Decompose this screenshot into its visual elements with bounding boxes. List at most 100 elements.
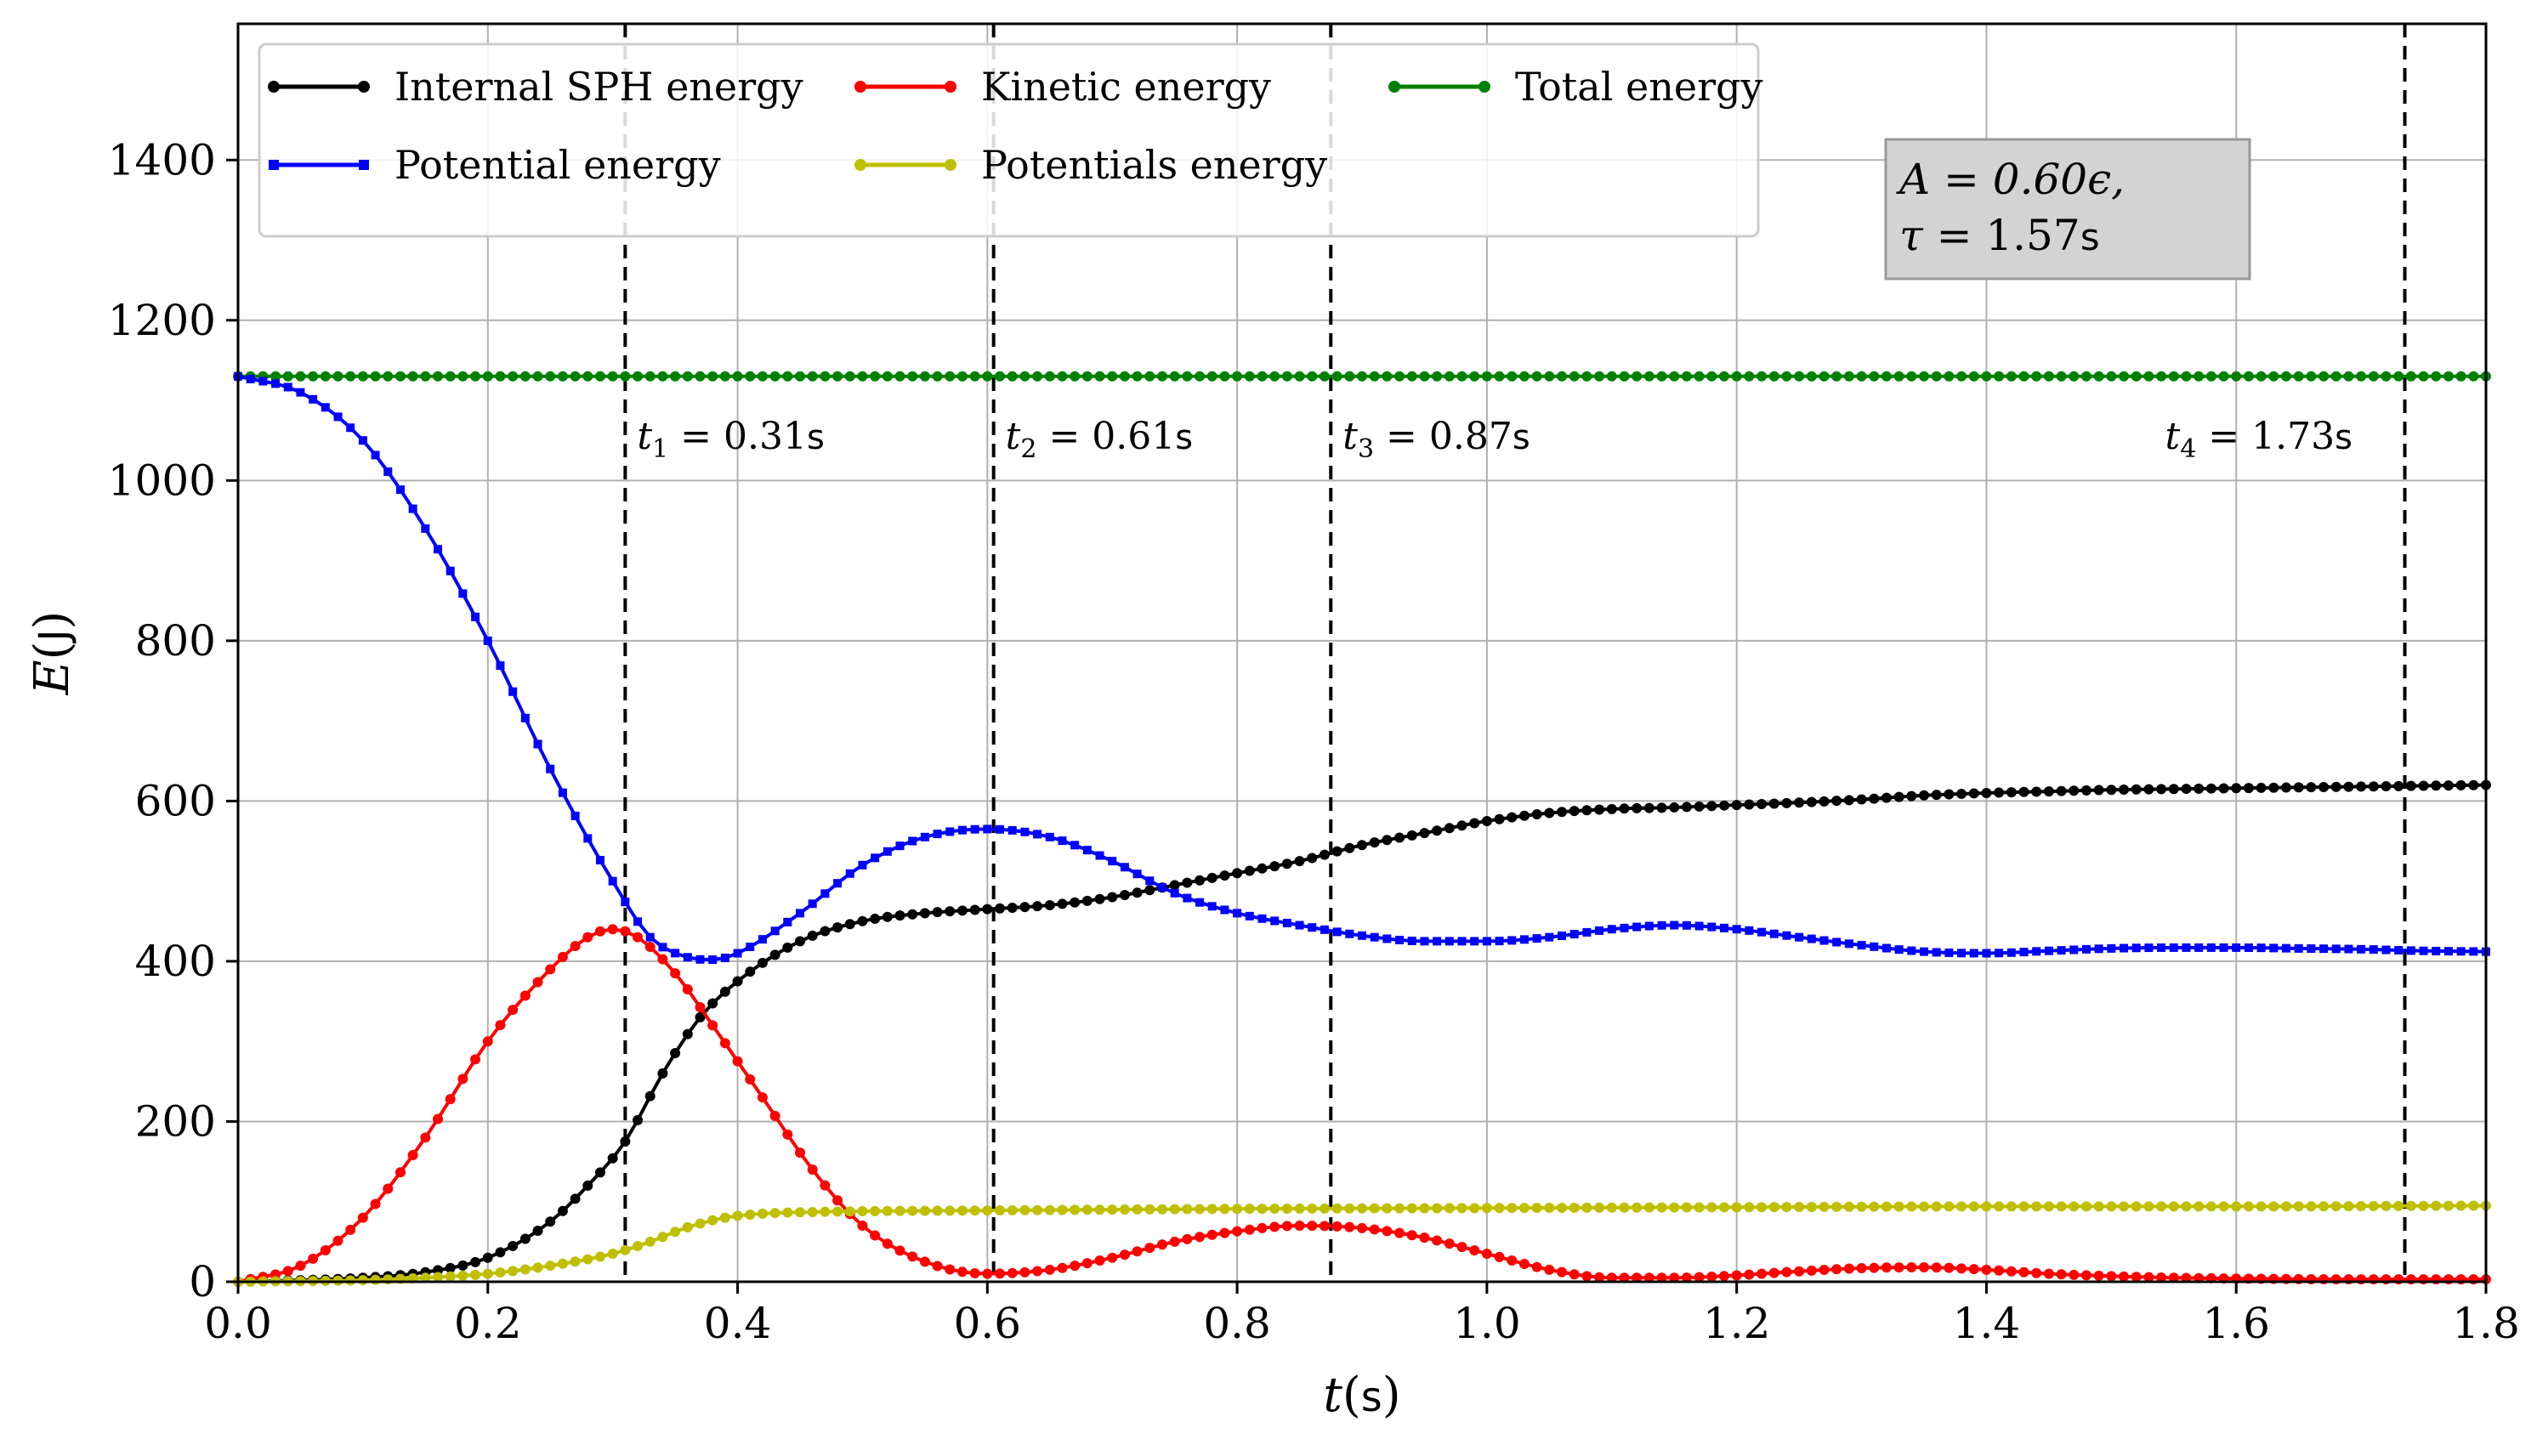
potentials-energy-marker bbox=[945, 1205, 956, 1216]
potential-energy-marker bbox=[1881, 943, 1891, 953]
total-energy-marker bbox=[1481, 371, 1492, 382]
potential-energy-marker bbox=[1532, 934, 1541, 943]
potential-energy-marker bbox=[1395, 935, 1405, 944]
total-energy-marker bbox=[2431, 371, 2442, 382]
potentials-energy-marker bbox=[956, 1205, 968, 1216]
kinetic-energy-marker bbox=[1569, 1269, 1580, 1280]
potential-energy-marker bbox=[2169, 943, 2178, 952]
kinetic-energy-marker bbox=[1419, 1232, 1430, 1244]
kinetic-energy-marker bbox=[1456, 1242, 1467, 1253]
internal-sph-energy-marker bbox=[2343, 781, 2354, 792]
total-energy-marker bbox=[1994, 371, 2005, 382]
potentials-energy-marker bbox=[1831, 1201, 1842, 1212]
potential-energy-marker bbox=[671, 949, 680, 958]
kinetic-energy-marker bbox=[1594, 1272, 1605, 1283]
total-energy-marker bbox=[2093, 371, 2104, 382]
total-energy-marker bbox=[1544, 371, 1555, 382]
potentials-energy-marker bbox=[1419, 1203, 1430, 1214]
kinetic-energy-marker bbox=[1706, 1271, 1717, 1282]
potentials-energy-marker bbox=[1544, 1203, 1555, 1214]
internal-sph-energy-marker bbox=[2218, 783, 2229, 794]
potential-energy-marker bbox=[1745, 926, 1754, 935]
potential-energy-marker bbox=[458, 589, 468, 598]
potential-energy-marker bbox=[1632, 922, 1642, 932]
potentials-energy-marker bbox=[1744, 1202, 1755, 1213]
potentials-energy-marker bbox=[982, 1205, 993, 1216]
internal-sph-energy-marker bbox=[1232, 868, 1243, 879]
kinetic-energy-marker bbox=[745, 1074, 756, 1085]
total-energy-marker bbox=[1307, 371, 1318, 382]
potential-energy-marker bbox=[1382, 934, 1392, 943]
kinetic-energy-marker bbox=[2168, 1272, 2179, 1283]
potentials-energy-marker bbox=[2231, 1201, 2242, 1212]
potentials-energy-marker bbox=[519, 1264, 531, 1275]
potential-energy-marker bbox=[758, 935, 767, 944]
internal-sph-energy-marker bbox=[2093, 785, 2104, 796]
potential-energy-marker bbox=[533, 739, 542, 749]
internal-sph-energy-marker bbox=[982, 904, 993, 915]
potentials-energy-marker bbox=[345, 1275, 356, 1286]
total-energy-marker bbox=[1968, 371, 1979, 382]
potential-energy-marker bbox=[1257, 914, 1267, 923]
total-energy-marker bbox=[2306, 371, 2317, 382]
potential-energy-marker bbox=[421, 524, 430, 533]
potential-energy-marker bbox=[1370, 932, 1379, 942]
internal-sph-energy-marker bbox=[1906, 790, 1917, 802]
potentials-energy-marker bbox=[1956, 1201, 1967, 1212]
potentials-energy-marker bbox=[1606, 1202, 1617, 1213]
internal-sph-energy-marker bbox=[857, 915, 868, 926]
potentials-energy-marker bbox=[433, 1272, 444, 1283]
kinetic-energy-marker bbox=[2106, 1271, 2117, 1282]
total-energy-marker bbox=[1906, 371, 1917, 382]
kinetic-energy-marker bbox=[1968, 1264, 1979, 1275]
internal-sph-energy-marker bbox=[1382, 835, 1393, 846]
potentials-energy-marker bbox=[1057, 1204, 1068, 1215]
potential-energy-marker bbox=[1582, 927, 1592, 937]
kinetic-energy-marker bbox=[907, 1251, 918, 1262]
total-energy-marker bbox=[844, 371, 855, 382]
internal-sph-energy-marker bbox=[894, 910, 905, 921]
kinetic-energy-marker bbox=[882, 1238, 893, 1249]
internal-sph-energy-marker bbox=[1581, 805, 1592, 816]
potentials-energy-marker bbox=[2368, 1200, 2379, 1211]
kinetic-energy-marker bbox=[1281, 1221, 1292, 1232]
potentials-energy-marker bbox=[1044, 1204, 1055, 1215]
kinetic-energy-marker bbox=[732, 1056, 743, 1067]
potential-energy-marker bbox=[1644, 921, 1654, 931]
kinetic-energy-marker bbox=[1831, 1264, 1842, 1275]
potential-energy-marker bbox=[645, 932, 655, 942]
total-energy-marker bbox=[719, 371, 730, 382]
kinetic-energy-marker bbox=[1369, 1224, 1380, 1235]
potential-energy-marker bbox=[2369, 945, 2378, 955]
internal-sph-energy-marker bbox=[557, 1205, 568, 1216]
potentials-energy-marker bbox=[1119, 1204, 1130, 1215]
total-energy-marker bbox=[1444, 371, 1455, 382]
x-tick-label: 1.2 bbox=[1703, 1299, 1771, 1348]
kinetic-energy-marker bbox=[282, 1266, 293, 1277]
potential-energy-marker bbox=[1969, 949, 1978, 958]
internal-sph-energy-marker bbox=[2243, 783, 2254, 794]
total-energy-marker bbox=[882, 371, 893, 382]
kinetic-energy-marker bbox=[1206, 1229, 1217, 1240]
internal-sph-energy-marker bbox=[745, 966, 756, 977]
kinetic-energy-marker bbox=[1744, 1269, 1755, 1280]
potentials-energy-marker bbox=[1856, 1201, 1867, 1212]
y-axis-label: E(J) bbox=[25, 611, 80, 696]
potential-energy-marker bbox=[683, 953, 692, 962]
kinetic-energy-marker bbox=[570, 940, 581, 951]
legend-label: Total energy bbox=[1515, 64, 1763, 110]
internal-sph-energy-marker bbox=[907, 909, 918, 920]
total-energy-marker bbox=[1656, 371, 1667, 382]
total-energy-marker bbox=[370, 371, 381, 382]
potentials-energy-marker bbox=[919, 1205, 930, 1216]
total-energy-marker bbox=[1344, 371, 1355, 382]
potentials-energy-marker bbox=[1694, 1202, 1705, 1213]
total-energy-marker bbox=[2318, 371, 2330, 382]
kinetic-energy-marker bbox=[295, 1261, 306, 1272]
kinetic-energy-marker bbox=[870, 1230, 881, 1241]
potential-energy-marker bbox=[1495, 937, 1504, 946]
potentials-energy-marker bbox=[457, 1270, 468, 1281]
internal-sph-energy-marker bbox=[644, 1091, 656, 1102]
potential-energy-marker bbox=[1108, 857, 1117, 866]
